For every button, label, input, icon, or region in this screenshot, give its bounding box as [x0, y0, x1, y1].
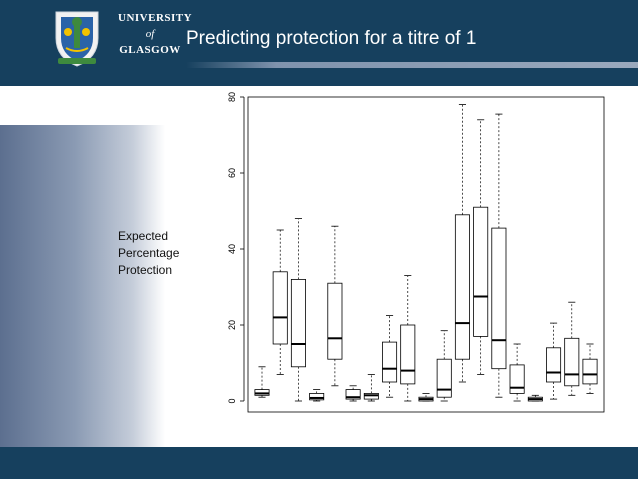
y-tick-label-1: 20	[227, 320, 237, 330]
logo-line-university: UNIVERSITY	[118, 12, 193, 24]
box-14	[491, 113, 507, 398]
box-iqr	[382, 341, 398, 383]
box-iqr	[290, 278, 306, 368]
y-tick-label-0: 0	[227, 398, 237, 403]
y-tick-label-4: 80	[227, 92, 237, 102]
slide-title: Predicting protection for a titre of 1	[186, 28, 477, 49]
box-18	[564, 301, 580, 396]
box-iqr	[582, 358, 598, 385]
university-logo	[55, 11, 99, 67]
box-11	[436, 330, 452, 402]
box-iqr	[400, 324, 416, 385]
box-15	[509, 343, 525, 402]
box-6	[345, 385, 361, 402]
box-iqr	[345, 389, 361, 400]
box-16	[527, 394, 543, 402]
box-iqr	[546, 347, 562, 383]
box-13	[473, 119, 489, 375]
logo-wordmark: UNIVERSITY of GLASGOW	[118, 10, 193, 58]
box-8	[382, 315, 398, 398]
box-iqr	[491, 227, 507, 370]
box-5	[327, 225, 343, 387]
box-19	[582, 343, 598, 394]
box-4	[309, 389, 325, 402]
box-iqr	[454, 214, 470, 360]
title-underline-dark	[178, 62, 190, 68]
box-12	[454, 104, 470, 383]
box-7	[363, 373, 379, 402]
slide-header: UNIVERSITY of GLASGOW Predicting protect…	[0, 0, 638, 86]
box-iqr	[473, 206, 489, 337]
logo-line-glasgow: GLASGOW	[119, 44, 181, 56]
plot-frame	[247, 96, 605, 413]
box-2	[272, 229, 288, 375]
box-10	[418, 392, 434, 402]
box-iqr	[436, 358, 452, 398]
y-axis-label: Expected Percentage Protection	[118, 229, 180, 277]
box-iqr	[509, 364, 525, 394]
box-iqr	[564, 337, 580, 387]
y-tick-label-3: 60	[227, 168, 237, 178]
box-3	[290, 218, 306, 402]
box-17	[546, 322, 562, 400]
logo-line-of: of	[145, 28, 155, 40]
box-iqr	[309, 392, 325, 401]
y-tick-label-2: 40	[227, 244, 237, 254]
box-9	[400, 275, 416, 402]
slide-footer	[0, 447, 638, 479]
box-iqr	[327, 282, 343, 360]
box-iqr	[272, 271, 288, 345]
box-1	[254, 366, 270, 398]
left-gradient-panel	[0, 125, 165, 447]
title-underline	[186, 62, 638, 68]
university-crest-icon	[55, 11, 99, 67]
